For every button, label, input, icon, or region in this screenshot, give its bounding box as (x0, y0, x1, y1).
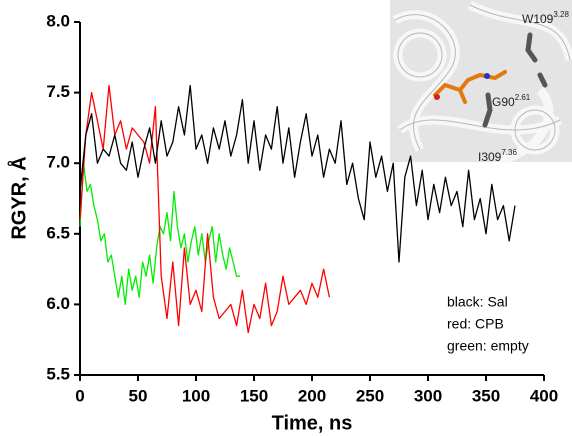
legend-label: green: empty (447, 338, 529, 354)
x-tick-label: 0 (75, 386, 84, 405)
annotation: G902.61 (492, 93, 531, 109)
x-tick-label: 350 (472, 386, 500, 405)
annotation-sup: 3.28 (553, 10, 569, 19)
series-line (79, 84, 516, 263)
series-line (79, 84, 331, 334)
y-tick-label: 5.5 (46, 364, 70, 383)
annotation-text: G90 (492, 95, 515, 109)
x-tick-label: 400 (530, 386, 558, 405)
y-tick-label: 6.0 (46, 294, 70, 313)
inset-image (390, 0, 572, 165)
x-tick-label: 300 (414, 386, 442, 405)
annotation-sup: 2.61 (515, 93, 531, 102)
x-tick-label: 100 (182, 386, 210, 405)
annotation-text: W109 (522, 12, 554, 26)
x-tick-label: 250 (356, 386, 384, 405)
x-tick-label: 50 (129, 386, 148, 405)
y-tick-label: 8.0 (46, 11, 70, 30)
annotation-text: I309 (478, 150, 502, 164)
legend-label: red: CPB (447, 316, 504, 332)
y-tick-label: 7.5 (46, 82, 70, 101)
y-tick-label: 7.0 (46, 153, 70, 172)
legend-label: black: Sal (447, 294, 508, 310)
y-axis-title: RGYR, Å (6, 156, 30, 239)
annotation: W1093.28 (522, 10, 569, 26)
annotation-sup: 7.36 (501, 148, 517, 157)
x-tick-label: 150 (240, 386, 268, 405)
annotation: I3097.36 (478, 148, 517, 164)
x-axis-title: Time, ns (272, 412, 353, 434)
x-tick-label: 200 (298, 386, 326, 405)
y-tick-label: 6.5 (46, 223, 70, 242)
